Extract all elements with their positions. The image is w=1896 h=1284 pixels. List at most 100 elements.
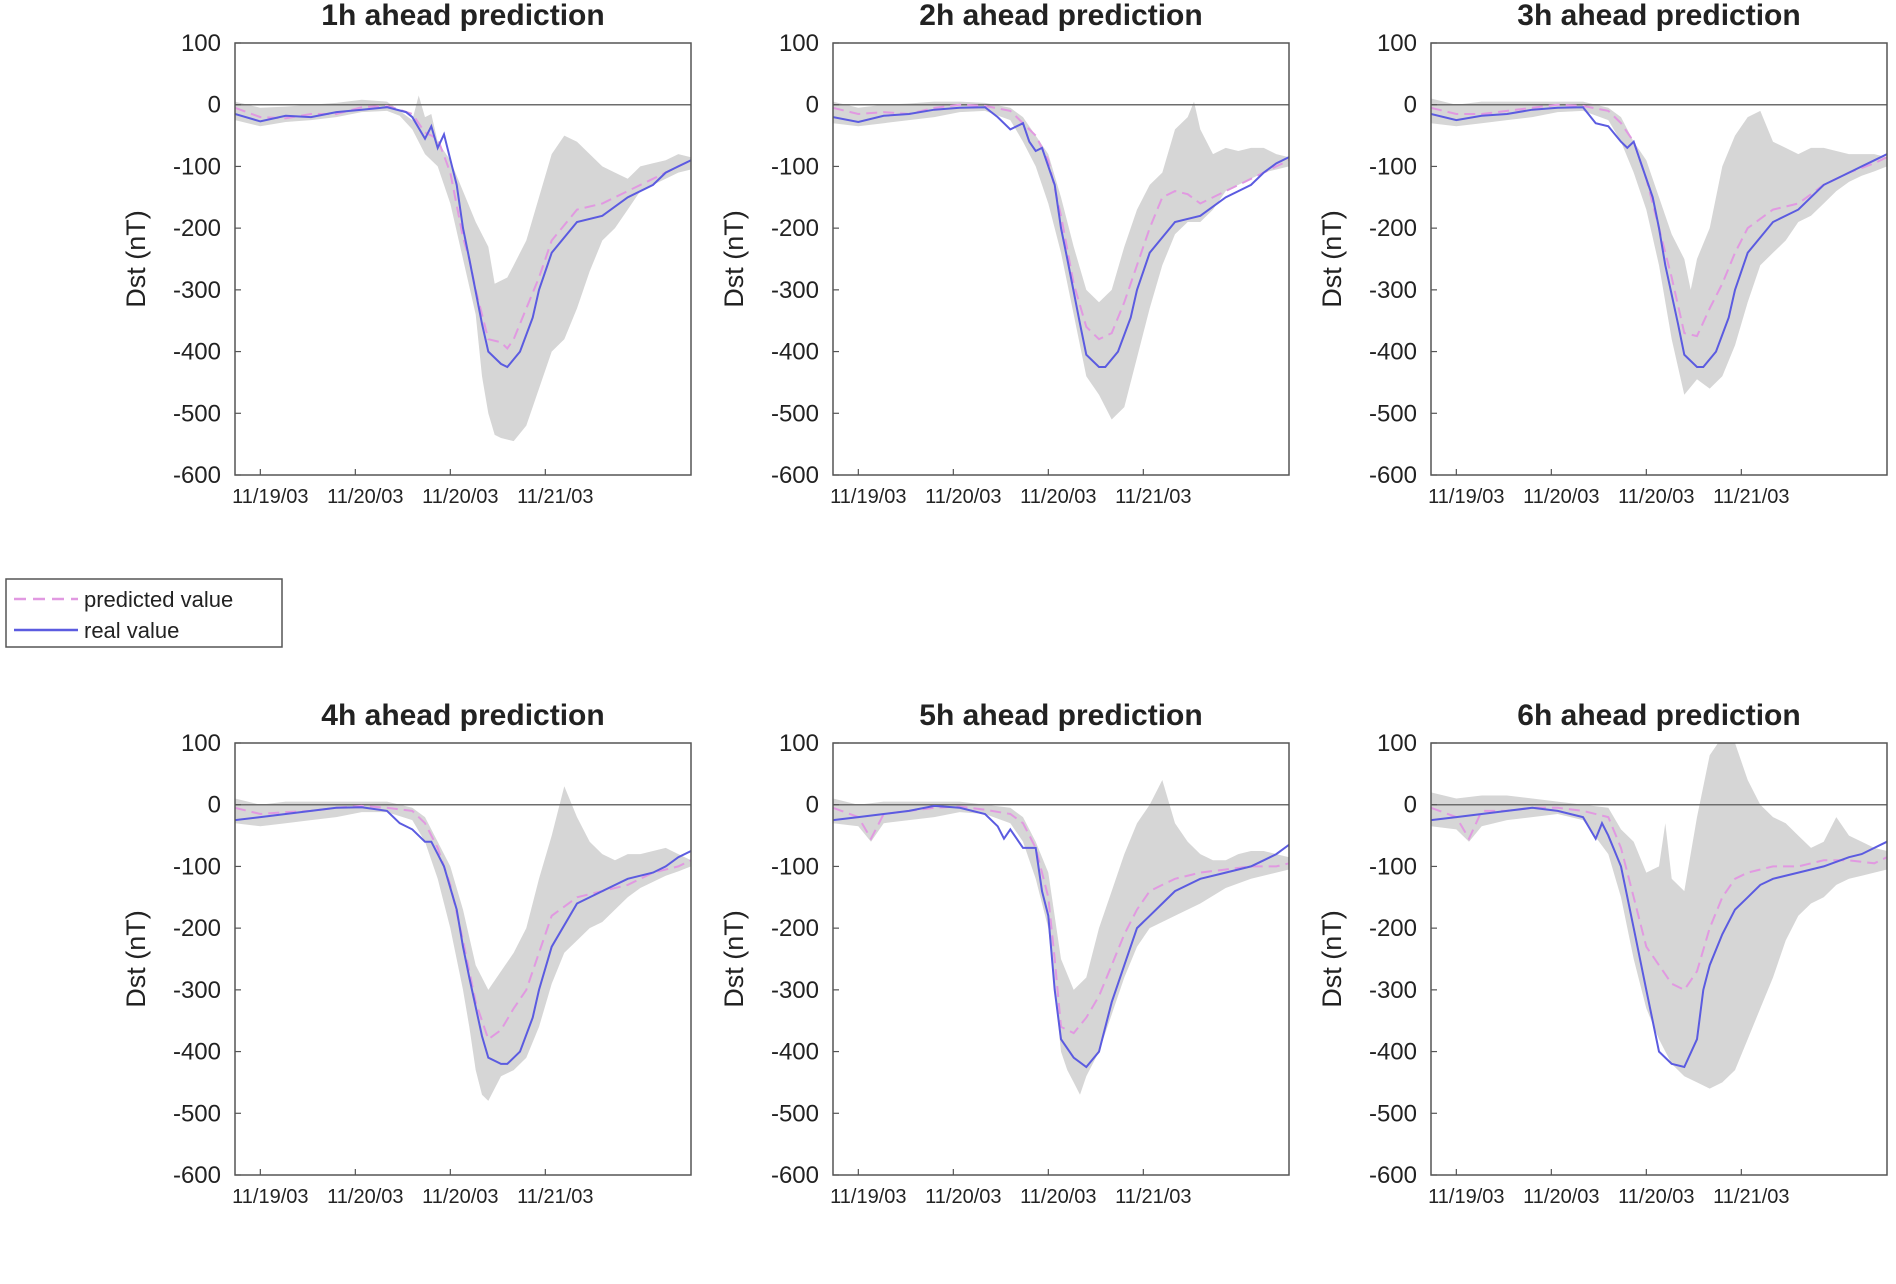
y-tick-label: -400 [173, 339, 221, 366]
real-value-line [1431, 106, 1887, 368]
y-tick-label: 100 [181, 30, 221, 57]
subplot-4: 100 0 -100 -200 -300 -400 -500 -600 11/19/03 11/2… [121, 699, 692, 1208]
subplot-title: 1h ahead prediction [321, 0, 604, 32]
y-tick-label: -200 [771, 915, 819, 942]
subplot-3: 100 0 -100 -200 -300 -400 -500 -600 11/19/03 11/2… [1317, 0, 1888, 508]
x-tick-label: 11/19/03 [1428, 486, 1504, 508]
y-tick-label: -100 [771, 153, 819, 180]
x-tick-label: 11/21/03 [1115, 1186, 1191, 1208]
y-tick-label: -300 [771, 977, 819, 1004]
y-tick-label: 100 [181, 730, 221, 757]
y-tick-label: -400 [771, 339, 819, 366]
x-tick-label: 11/21/03 [1713, 486, 1789, 508]
x-tick-label: 11/21/03 [1115, 486, 1191, 508]
y-tick-label: 0 [1404, 792, 1417, 819]
y-tick-label: -100 [173, 853, 221, 880]
x-tick-label: 11/21/03 [517, 1186, 593, 1208]
y-tick-label: 0 [208, 92, 221, 119]
subplot-5: 100 0 -100 -200 -300 -400 -500 -600 11/19/03 11/2… [719, 699, 1290, 1208]
legend-real-label: real value [84, 618, 179, 643]
real-value-line [235, 806, 691, 1065]
y-tick-label: -300 [173, 277, 221, 304]
legend-predicted-label: predicted value [84, 587, 233, 612]
x-tick-label: 11/20/03 [1020, 486, 1096, 508]
subplot-title: 4h ahead prediction [321, 699, 604, 732]
y-tick-label: -600 [173, 462, 221, 489]
y-axis-label: Dst (nT) [719, 910, 749, 1008]
y-tick-label: -500 [771, 1100, 819, 1127]
y-tick-label: -300 [1369, 977, 1417, 1004]
y-axis-label: Dst (nT) [121, 210, 151, 308]
y-axis-label: Dst (nT) [1317, 210, 1347, 308]
x-tick-label: 11/20/03 [327, 1186, 403, 1208]
y-tick-label: -100 [173, 153, 221, 180]
subplot-title: 2h ahead prediction [919, 0, 1202, 32]
y-tick-label: -500 [771, 400, 819, 427]
y-tick-label: -500 [1369, 400, 1417, 427]
y-tick-label: -600 [1369, 1162, 1417, 1189]
y-tick-label: -200 [771, 215, 819, 242]
y-tick-label: -600 [771, 462, 819, 489]
x-tick-label: 11/20/03 [1523, 1186, 1599, 1208]
y-tick-label: 0 [806, 92, 819, 119]
axes-frame [234, 42, 692, 476]
y-tick-label: -600 [173, 1162, 221, 1189]
y-tick-label: -200 [1369, 215, 1417, 242]
y-tick-label: -500 [173, 400, 221, 427]
y-tick-label: -200 [173, 215, 221, 242]
y-tick-label: 100 [779, 30, 819, 57]
x-tick-label: 11/21/03 [1713, 1186, 1789, 1208]
y-tick-label: -200 [1369, 915, 1417, 942]
x-tick-label: 11/19/03 [1428, 1186, 1504, 1208]
y-axis-label: Dst (nT) [719, 210, 749, 308]
y-tick-label: -300 [771, 277, 819, 304]
legend-box [5, 578, 283, 648]
uncertainty-band [1431, 743, 1887, 1089]
subplot-6: 100 0 -100 -200 -300 -400 -500 -600 11/19/03 11/2… [1317, 699, 1888, 1208]
x-tick-label: 11/20/03 [327, 486, 403, 508]
y-tick-label: -300 [173, 977, 221, 1004]
y-tick-label: -400 [771, 1039, 819, 1066]
uncertainty-band [1431, 98, 1887, 395]
y-tick-label: -600 [1369, 462, 1417, 489]
y-tick-label: -100 [771, 853, 819, 880]
predicted-value-line [833, 805, 1289, 1035]
axes-frame [832, 42, 1290, 476]
x-tick-label: 11/20/03 [1523, 486, 1599, 508]
subplot-title: 3h ahead prediction [1517, 0, 1800, 32]
axes-frame [234, 742, 692, 1176]
y-tick-label: -500 [173, 1100, 221, 1127]
uncertainty-band [833, 101, 1289, 420]
x-tick-label: 11/20/03 [1020, 1186, 1096, 1208]
real-value-line [833, 804, 1289, 1069]
axes-frame [832, 742, 1290, 1176]
subplot-title: 5h ahead prediction [919, 699, 1202, 732]
real-value-line [833, 106, 1289, 368]
y-tick-label: 0 [208, 792, 221, 819]
y-tick-label: -400 [1369, 1039, 1417, 1066]
y-tick-label: 100 [779, 730, 819, 757]
y-axis-label: Dst (nT) [121, 910, 151, 1008]
y-tick-label: -200 [173, 915, 221, 942]
uncertainty-band [833, 780, 1289, 1095]
axes-frame [1430, 742, 1888, 1176]
x-tick-label: 11/20/03 [422, 1186, 498, 1208]
subplot-2: 100 0 -100 -200 -300 -400 -500 -600 11/19/03 11/2… [719, 0, 1290, 508]
y-tick-label: 0 [1404, 92, 1417, 119]
subplot-title: 6h ahead prediction [1517, 699, 1800, 732]
x-tick-label: 11/20/03 [422, 486, 498, 508]
y-tick-label: -600 [771, 1162, 819, 1189]
x-tick-label: 11/20/03 [925, 1186, 1001, 1208]
y-tick-label: 100 [1377, 30, 1417, 57]
y-tick-label: -100 [1369, 153, 1417, 180]
y-tick-label: -100 [1369, 853, 1417, 880]
y-tick-label: 100 [1377, 730, 1417, 757]
y-axis-label: Dst (nT) [1317, 910, 1347, 1008]
y-tick-label: -400 [1369, 339, 1417, 366]
y-tick-label: 0 [806, 792, 819, 819]
uncertainty-band [235, 95, 691, 442]
y-tick-label: -300 [1369, 277, 1417, 304]
y-tick-label: -400 [173, 1039, 221, 1066]
x-tick-label: 11/19/03 [830, 1186, 906, 1208]
